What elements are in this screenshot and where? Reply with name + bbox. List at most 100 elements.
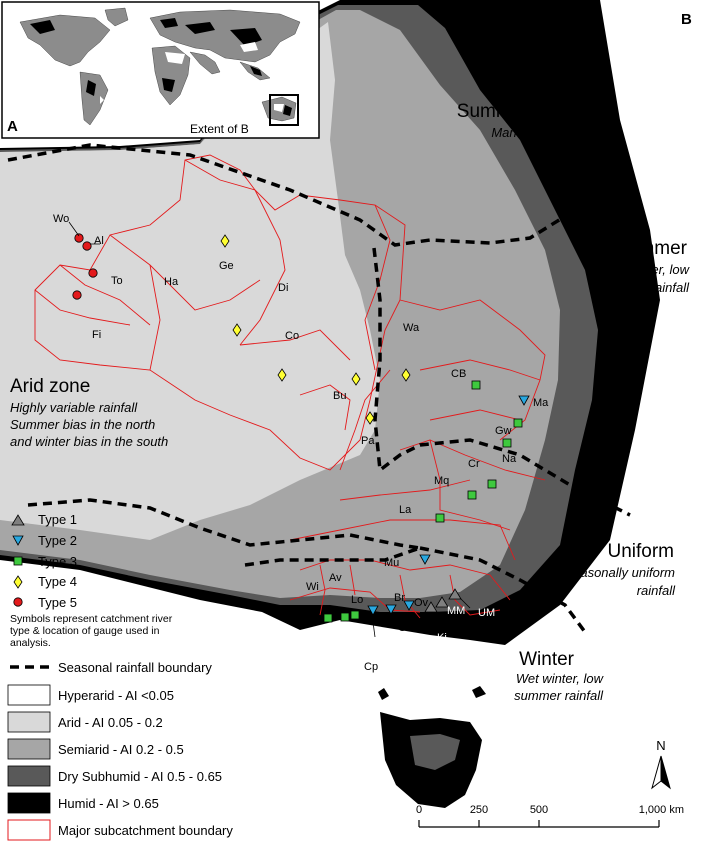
zone-desc-summer: Wet summer, low (590, 262, 691, 277)
gauge-type3 (340, 612, 350, 622)
map-legend: Type 1 Type 2 Type 3 Type 4 Type 5 Symbo… (7, 512, 233, 841)
north-arrow: N (651, 738, 671, 790)
catchment-label: Cr (468, 458, 480, 470)
catchment-label: Wo (53, 213, 69, 225)
gauge-type4 (220, 234, 230, 248)
zone-desc-summer-dominant: Marked wet summer, (491, 125, 612, 140)
gauge-type3 (513, 418, 523, 428)
legend-arid-swatch (7, 711, 51, 733)
gauge-type5 (88, 268, 98, 278)
zone-desc-uniform: Seasonally uniform (564, 565, 675, 580)
bass-strait-islands (378, 686, 486, 700)
zone-title-winter: Winter (519, 649, 575, 670)
gauge-type1 (448, 588, 462, 600)
zone-desc-summer-dominant: dry winter (556, 143, 613, 158)
legend-type4-label: Type 4 (38, 574, 77, 589)
legend-symbols-note: Symbols represent catchment river (10, 613, 173, 625)
legend-subcatchment-swatch (7, 819, 51, 841)
gauge-type2 (403, 600, 415, 611)
legend-symbols-note: analysis. (10, 637, 51, 649)
zone-desc-uniform: rainfall (637, 583, 676, 598)
inset-arabia-india (189, 51, 221, 75)
gauge-type3 (487, 479, 497, 489)
legend-hyperarid-label: Hyperarid - AI <0.05 (58, 688, 174, 703)
zone-desc-arid: and winter bias in the south (10, 434, 168, 449)
gauge-type4 (351, 372, 361, 386)
gauge-type3 (323, 613, 333, 623)
catchment-label: Av (329, 572, 342, 584)
legend-dry-subhumid-label: Dry Subhumid - AI 0.5 - 0.65 (58, 769, 222, 784)
legend-type3-symbol (13, 556, 23, 566)
legend-type2-symbol (12, 535, 24, 546)
zone-desc-summer: winter rainfall (612, 280, 690, 295)
catchment-label: Gw (495, 425, 512, 437)
catchment-label: Co (285, 330, 299, 342)
zone-title-arid: Arid zone (10, 376, 90, 397)
catchment-label: Ha (164, 276, 179, 288)
catchment-label: Lo (351, 594, 363, 606)
catchment-label: La (399, 504, 412, 516)
gauge-type3 (471, 380, 481, 390)
catchment-labels: Wo Al To Ha Ge Di Fi Co Bu Pa Wa CB Ma G… (53, 213, 549, 673)
panel-label-a: A (7, 118, 18, 135)
zone-title-summer: Summer (615, 238, 687, 259)
gauge-type5 (82, 241, 92, 251)
legend-type2-label: Type 2 (38, 533, 77, 548)
zone-desc-winter: summer rainfall (514, 688, 604, 703)
legend-arid-label: Arid - AI 0.05 - 0.2 (58, 715, 163, 730)
catchment-label: To (111, 275, 123, 287)
legend-semiarid-label: Semiarid - AI 0.2 - 0.5 (58, 742, 184, 757)
gauge-type2 (367, 605, 379, 616)
scale-tick-label: 0 (416, 804, 422, 816)
catchment-label: Pa (361, 435, 375, 447)
gauge-type1 (424, 601, 438, 613)
gauge-type1 (435, 596, 449, 608)
zone-desc-arid: Summer bias in the north (10, 417, 155, 432)
legend-type5-symbol (13, 597, 23, 607)
catchment-label: Mu (384, 557, 399, 569)
catchment-label: Wa (403, 322, 420, 334)
gauge-type3 (350, 610, 360, 620)
legend-boundary-label: Seasonal rainfall boundary (58, 660, 212, 675)
aridity-raster (0, 0, 660, 808)
catchment-label: Ma (533, 397, 549, 409)
scale-bar: 0 250 500 1,000 km (416, 804, 684, 828)
legend-humid-label: Humid - AI > 0.65 (58, 796, 159, 811)
scale-tick-label: 500 (530, 804, 548, 816)
arid-zone (0, 22, 380, 540)
catchment-label: Ov (414, 597, 429, 609)
legend-subcatchment-label: Major subcatchment boundary (58, 823, 233, 838)
legend-humid-swatch (7, 792, 51, 814)
gauge-type3 (502, 438, 512, 448)
inset-south-america (79, 71, 109, 126)
inset-greenland (104, 7, 129, 27)
legend-hyperarid-swatch (7, 684, 51, 706)
catchment-label: Fi (92, 329, 101, 341)
legend-dry-subhumid-swatch (7, 765, 51, 787)
inset-world-map: A Extent of B (1, 1, 320, 139)
catchment-label: Cp (364, 661, 378, 673)
catchment-label: Wi (306, 581, 319, 593)
gauge-type4 (401, 368, 411, 382)
gauge-type3 (435, 513, 445, 523)
zone-desc-winter: Wet winter, low (516, 671, 605, 686)
zone-annotations: Summer dominant Marked wet summer, dry w… (10, 101, 691, 703)
inset-caption: Extent of B (190, 122, 249, 136)
subcatchment-boundaries (34, 154, 546, 619)
gauge-type4 (277, 368, 287, 382)
legend-type1-symbol (11, 514, 25, 526)
gauge-type2 (419, 554, 431, 565)
scale-tick-label: 250 (470, 804, 488, 816)
gauge-type4 (232, 323, 242, 337)
legend-symbols-note: type & location of gauge used in (10, 625, 160, 637)
legend-semiarid-swatch (7, 738, 51, 760)
legend-type5-label: Type 5 (38, 595, 77, 610)
gauge-type5 (74, 233, 84, 243)
legend-type4-symbol (13, 575, 23, 589)
seasonal-rainfall-boundaries (7, 143, 631, 634)
legend-type3-label: Type 3 (38, 554, 77, 569)
legend-type1-label: Type 1 (38, 512, 77, 527)
catchment-label: Br (394, 592, 405, 604)
